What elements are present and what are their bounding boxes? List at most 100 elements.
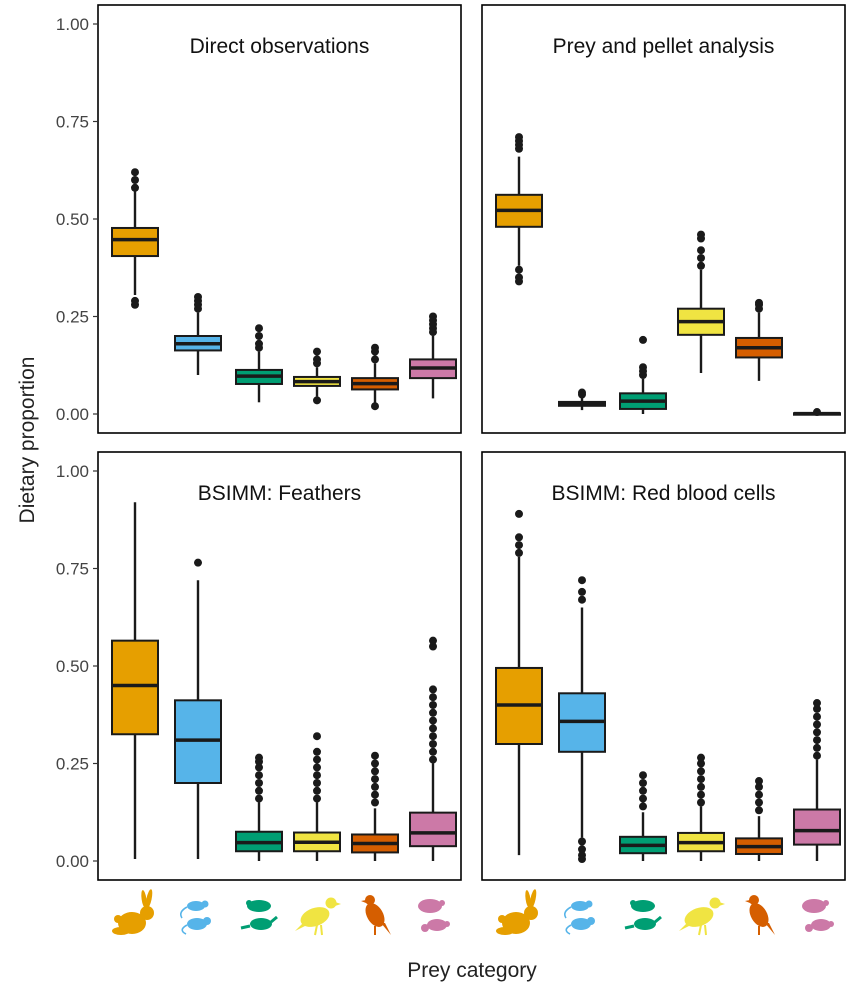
outlier-point [813, 720, 821, 729]
outlier-point [639, 335, 647, 344]
outlier-point [578, 837, 586, 846]
outlier-point [131, 183, 139, 192]
outlier-point [313, 732, 321, 741]
box-passerine [735, 298, 783, 381]
rabbit-icon [112, 889, 154, 935]
outlier-point [313, 747, 321, 756]
outlier-point [578, 388, 586, 397]
panel-3: BSIMM: Feathers [97, 451, 462, 881]
outlier-point [755, 790, 763, 799]
outlier-point [313, 794, 321, 803]
box-small-mammal [619, 771, 667, 861]
panel-title: BSIMM: Red blood cells [551, 482, 775, 505]
outlier-point [131, 300, 139, 309]
outlier-point [515, 509, 523, 518]
outlier-point [255, 339, 263, 348]
outlier-point [429, 740, 437, 748]
outlier-point [429, 732, 437, 741]
outlier-point [429, 747, 437, 756]
y-tick-label: 0.00 [56, 852, 89, 871]
outlier-point [755, 798, 763, 807]
outlier-point [639, 771, 647, 780]
outlier-point [371, 790, 379, 799]
outlier-point [255, 324, 263, 333]
outlier-point [429, 312, 437, 321]
y-tick-label: 0.50 [56, 657, 89, 676]
outlier-point [515, 273, 523, 282]
outlier-point [813, 704, 821, 713]
outlier-point [313, 355, 321, 364]
outlier-point [429, 724, 437, 733]
box-small-mammal [235, 324, 283, 403]
rabbit-icon [496, 889, 538, 935]
box-gamebird [677, 230, 725, 374]
box-gamebird [677, 753, 725, 861]
panel-title: Prey and pellet analysis [553, 35, 775, 58]
panel-frame [97, 4, 462, 434]
prey-icons-row [112, 889, 834, 936]
outlier-point [515, 533, 523, 542]
y-tick-label: 1.00 [56, 15, 89, 34]
outlier-point [131, 168, 139, 177]
box-rodent [174, 558, 222, 860]
panel-title: Direct observations [190, 35, 370, 58]
iqr-box [111, 226, 159, 258]
outlier-point [697, 246, 705, 255]
outlier-point [313, 755, 321, 764]
box-rabbit [111, 168, 159, 309]
outlier-point [515, 133, 523, 142]
small-mammal-icon [624, 900, 662, 930]
small-mammal-icon [240, 900, 278, 930]
outlier-point [697, 230, 705, 239]
outlier-point [639, 802, 647, 811]
panels-layer: Direct observations Prey and pellet analy… [97, 4, 846, 881]
outlier-point [255, 763, 263, 772]
box-herptile [793, 408, 841, 417]
outlier-point [697, 798, 705, 807]
outlier-point [755, 806, 763, 815]
outlier-point [755, 777, 763, 786]
box-gamebird [293, 732, 341, 861]
outlier-point [371, 782, 379, 791]
outlier-point [813, 728, 821, 737]
iqr-box [111, 639, 159, 736]
outlier-point [578, 587, 586, 596]
outlier-point [697, 782, 705, 791]
iqr-box [793, 808, 841, 846]
panel-1: Direct observations [97, 4, 462, 434]
box-herptile [409, 312, 457, 399]
outlier-point [255, 779, 263, 787]
y-axes-layer: 0.00 0.25 0.50 0.75 1.00 0.00 0.25 0.50 0.75 1.00 [56, 15, 98, 871]
outlier-point [255, 794, 263, 803]
outlier-point [313, 763, 321, 772]
y-tick-label: 0.50 [56, 210, 89, 229]
outlier-point [429, 755, 437, 764]
box-passerine [735, 777, 783, 861]
outlier-point [639, 779, 647, 787]
outlier-point [255, 786, 263, 795]
outlier-point [255, 753, 263, 762]
outlier-point [371, 343, 379, 352]
box-rabbit [111, 502, 159, 860]
outlier-point [515, 265, 523, 274]
outlier-point [313, 347, 321, 356]
outlier-point [371, 759, 379, 768]
outlier-point [639, 794, 647, 803]
outlier-point [371, 751, 379, 760]
outlier-point [371, 355, 379, 364]
outlier-point [697, 767, 705, 776]
iqr-box [409, 811, 457, 848]
outlier-point [755, 782, 763, 791]
y-tick-label: 0.25 [56, 308, 89, 327]
outlier-point [194, 293, 202, 301]
panel-frame [481, 4, 846, 434]
passerine-icon [745, 895, 775, 935]
box-rabbit [495, 133, 543, 286]
outlier-point [697, 775, 705, 784]
outlier-point [813, 712, 821, 721]
outlier-point [697, 753, 705, 762]
outlier-point [697, 254, 705, 262]
rodent-icon [180, 900, 211, 935]
outlier-point [371, 775, 379, 784]
